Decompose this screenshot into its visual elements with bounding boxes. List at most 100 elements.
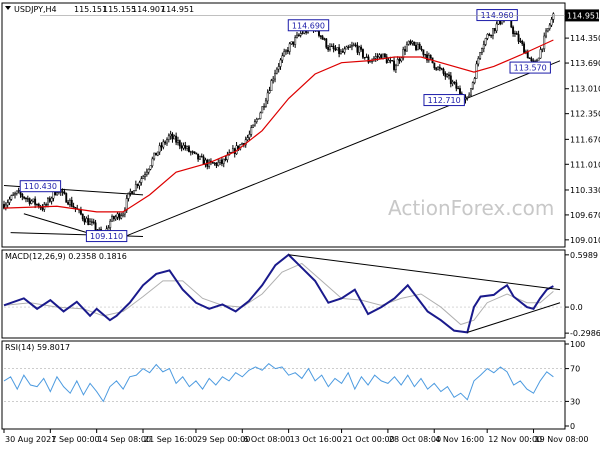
candle-body <box>186 146 189 149</box>
candle-body <box>545 30 548 37</box>
annotation-label: 113.570 <box>514 64 547 73</box>
candle-body <box>89 221 92 225</box>
candle-body <box>548 24 551 29</box>
candle-body <box>481 48 483 53</box>
candle-body <box>367 56 370 63</box>
candle-body <box>171 133 174 140</box>
candle-body <box>215 162 218 166</box>
price-y-tick-label: 113.690 <box>570 59 600 68</box>
candle-body <box>427 55 430 61</box>
current-price-tag <box>565 9 599 22</box>
candle-body <box>523 43 526 53</box>
candle-body <box>217 162 220 166</box>
candle-body <box>129 191 132 194</box>
candle-body <box>67 202 70 205</box>
candle-body <box>330 45 333 48</box>
moving-average-line <box>3 39 554 213</box>
candle-body <box>528 57 531 60</box>
candle-body <box>164 141 167 144</box>
candle-body <box>252 124 255 128</box>
candle-body <box>319 35 322 37</box>
price-annotation: 112.710 <box>423 94 465 107</box>
candle-body <box>138 182 141 186</box>
rsi-y-tick-label: 100 <box>570 340 585 349</box>
candle-body <box>404 49 406 52</box>
candle-body <box>493 28 496 32</box>
candle-body <box>479 52 482 59</box>
candle-body <box>50 197 53 202</box>
candle-body <box>327 47 330 50</box>
candle-body <box>442 68 445 74</box>
x-tick-label: 29 Sep 00:00 <box>197 435 250 444</box>
macd-title: MACD(12,26,9) 0.2358 0.1816 <box>5 252 127 261</box>
candle-body <box>272 78 275 81</box>
candle-body <box>6 202 9 206</box>
candle-body <box>28 198 31 204</box>
candle-body <box>382 53 385 59</box>
annotation-label: 112.710 <box>428 96 461 105</box>
macd-trendline <box>467 302 561 333</box>
candle-body <box>281 55 284 61</box>
price-header-high: 115.155 <box>103 5 136 14</box>
candle-body <box>85 218 88 223</box>
macd-panel-frame <box>1 249 566 339</box>
candle-body <box>65 193 68 203</box>
x-tick-label: 30 Aug 2021 <box>5 435 56 444</box>
candle-body <box>36 203 38 205</box>
candle-body <box>211 161 214 164</box>
candle-body <box>396 59 399 67</box>
candle-body <box>394 65 397 70</box>
rsi-y-tick-label: 70 <box>570 365 580 374</box>
price-annotation: 110.430 <box>19 180 62 193</box>
x-tick-label: 28 Oct 08:00 <box>389 435 441 444</box>
candle-body <box>543 35 546 50</box>
candle-body <box>268 90 271 94</box>
candle-body <box>446 74 449 77</box>
candle-body <box>270 80 273 91</box>
price-header-low: 114.907 <box>132 5 165 14</box>
candle-body <box>140 178 143 183</box>
candle-body <box>539 49 542 59</box>
candle-body <box>411 41 414 44</box>
candle-body <box>415 45 417 51</box>
candle-body <box>68 200 71 205</box>
candle-body <box>90 221 93 223</box>
annotation-label: 114.690 <box>292 21 325 30</box>
candle-body <box>112 216 115 220</box>
candle-body <box>341 50 344 53</box>
price-y-tick-label: 113.010 <box>570 85 600 94</box>
candle-body <box>513 33 516 35</box>
annotation-box <box>85 230 128 243</box>
x-tick-label: 14 Sep 08:00 <box>98 435 151 444</box>
candle-body <box>448 74 450 77</box>
candle-body <box>318 30 320 36</box>
candle-body <box>299 33 302 36</box>
price-y-tick-label: 110.330 <box>570 186 600 195</box>
candle-body <box>34 198 37 205</box>
candle-body <box>391 60 394 62</box>
candle-body <box>197 153 200 160</box>
candle-body <box>422 49 425 55</box>
candle-body <box>195 152 198 155</box>
candle-body <box>61 191 64 193</box>
candle-body <box>356 45 359 53</box>
price-y-tick-label: 111.010 <box>570 160 600 169</box>
candle-body <box>413 41 416 46</box>
candle-body <box>47 198 49 205</box>
macd-y-axis: 0.5989 0.0 -0.2986 <box>565 251 600 338</box>
candle-body <box>378 54 381 58</box>
candle-body <box>363 57 366 59</box>
candle-body <box>178 140 181 147</box>
candle-body <box>134 184 137 191</box>
candle-body <box>338 47 341 54</box>
candle-body <box>440 68 443 70</box>
candle-body <box>296 34 298 38</box>
candle-body <box>63 191 66 194</box>
candle-body <box>120 215 123 219</box>
candle-body <box>23 196 26 199</box>
candle-body <box>56 192 59 196</box>
candle-body <box>184 145 187 149</box>
candle-body <box>189 151 192 153</box>
